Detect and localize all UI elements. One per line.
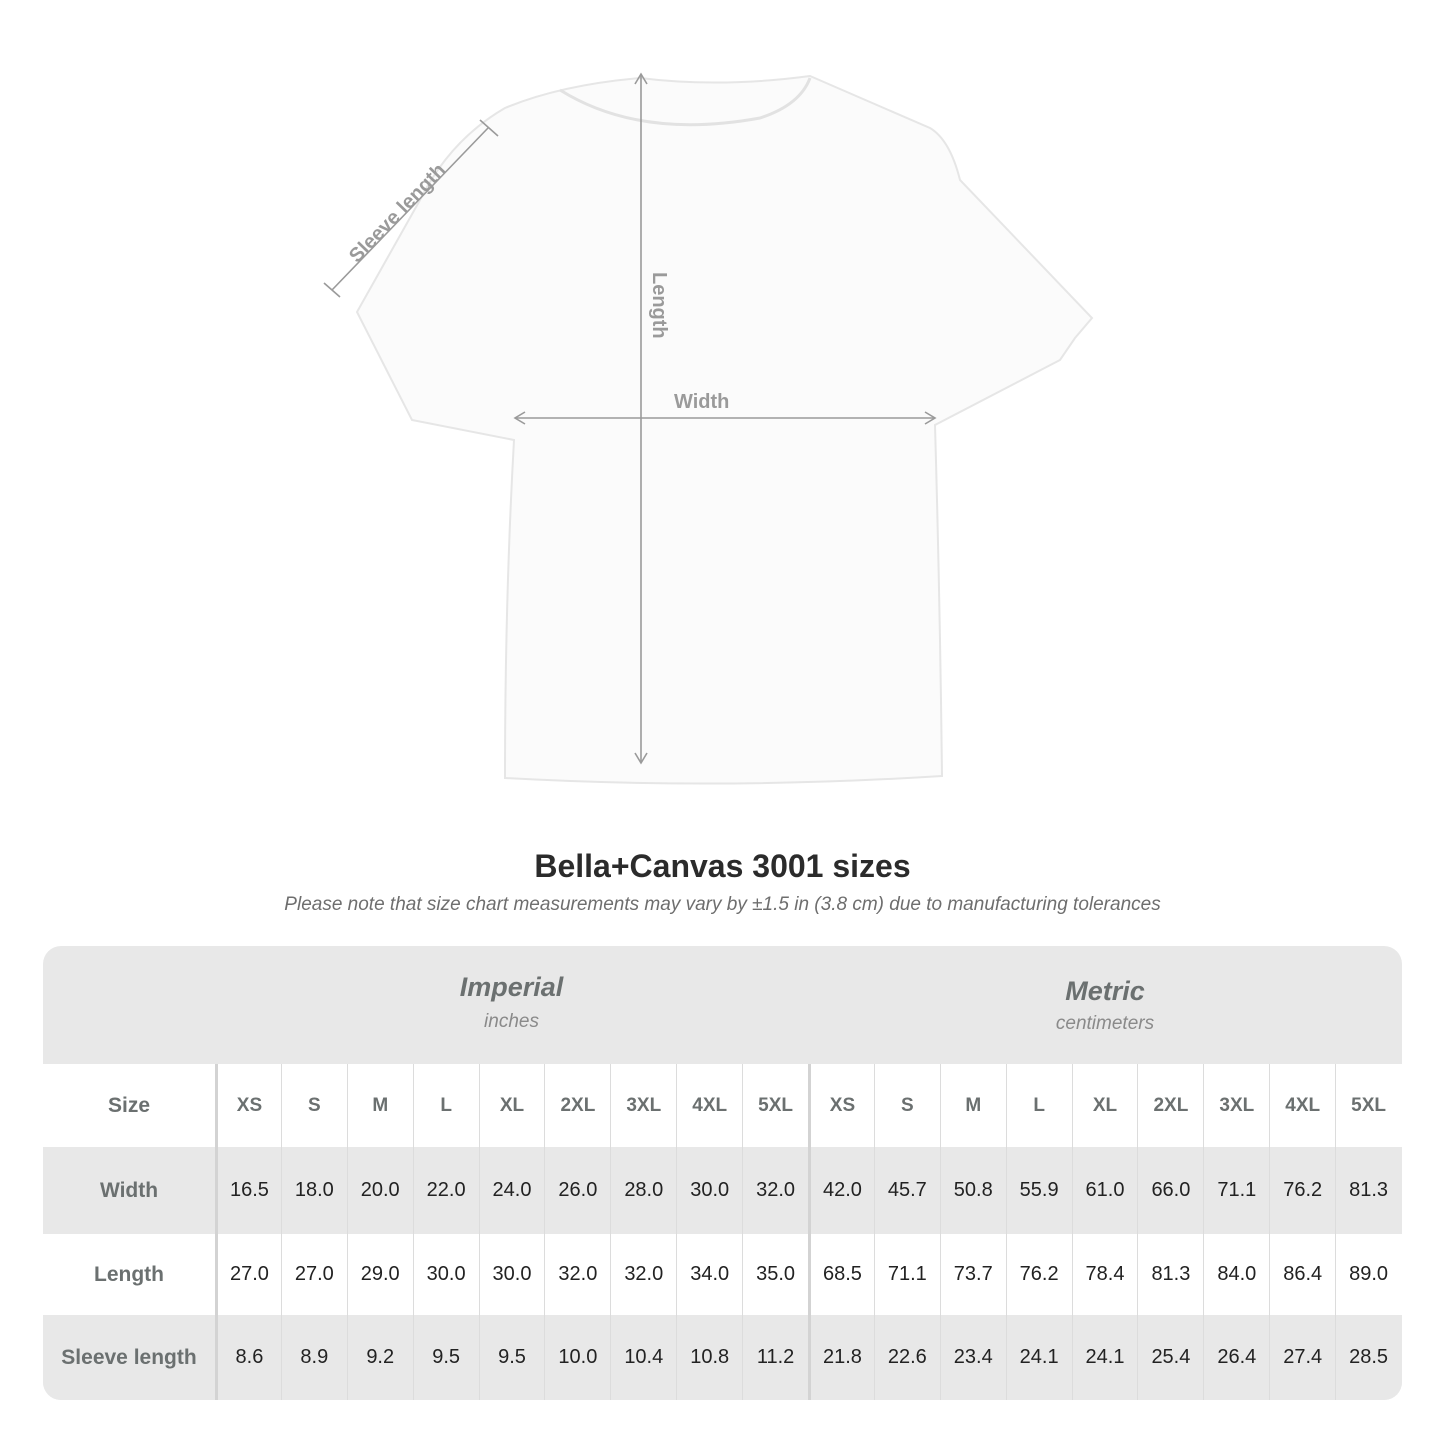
cell-imperial: 32.0 [544, 1234, 610, 1315]
cell-imperial: 30.0 [412, 1234, 479, 1315]
cell-metric: 68.5 [808, 1234, 874, 1315]
cell-metric: 71.1 [1203, 1147, 1269, 1234]
metric-title: Metric [1065, 976, 1145, 1006]
cell-imperial: 27.0 [280, 1234, 347, 1315]
size-table: Imperial inches Metric centimeters Size … [43, 946, 1402, 1400]
sleeve-line [331, 127, 489, 291]
cell-metric: 55.9 [1005, 1147, 1072, 1234]
cell-imperial: 18.0 [280, 1147, 347, 1234]
cell-imperial: 29.0 [346, 1234, 413, 1315]
cell-imperial: 8.9 [280, 1315, 347, 1400]
table-row: Sleeve length 8.6 8.9 9.2 9.5 9.5 10.0 10.4 10.8… [43, 1315, 1402, 1400]
size-header-imperial: L [412, 1064, 479, 1147]
cell-metric: 86.4 [1269, 1234, 1335, 1315]
cell-metric: 84.0 [1203, 1234, 1269, 1315]
imperial-header: Imperial inches [215, 946, 808, 1064]
cell-imperial: 35.0 [742, 1234, 808, 1315]
chart-title: Bella+Canvas 3001 sizes [534, 848, 911, 884]
length-label: Length [648, 272, 670, 339]
cell-imperial: 10.0 [544, 1315, 610, 1400]
cell-imperial: 9.5 [478, 1315, 545, 1400]
cell-imperial: 34.0 [676, 1234, 742, 1315]
cell-imperial: 27.0 [215, 1234, 281, 1315]
size-label: Size [107, 1093, 151, 1117]
cell-metric: 61.0 [1071, 1147, 1138, 1234]
cell-imperial: 30.0 [478, 1234, 545, 1315]
cell-metric: 66.0 [1137, 1147, 1203, 1234]
cell-metric: 26.4 [1203, 1315, 1269, 1400]
size-header-metric: 4XL [1269, 1064, 1335, 1147]
cell-metric: 71.1 [873, 1234, 940, 1315]
cell-metric: 22.6 [873, 1315, 940, 1400]
size-header-imperial: 4XL [676, 1064, 742, 1147]
cell-metric: 21.8 [808, 1315, 874, 1400]
size-header-metric: XS [808, 1064, 874, 1147]
chart-subtitle: Please note that size chart measurements… [284, 894, 1161, 915]
cell-imperial: 24.0 [478, 1147, 545, 1234]
metric-unit: centimeters [1055, 1013, 1155, 1034]
cell-metric: 76.2 [1005, 1234, 1072, 1315]
size-row: Size XS S M L XL 2XL 3XL 4XL 5XL XS S M L XL 2XL 3XL 4XL… [43, 1064, 1402, 1147]
cell-metric: 81.3 [1335, 1147, 1401, 1234]
cell-metric: 24.1 [1005, 1315, 1072, 1400]
measurement-lines [323, 72, 937, 765]
tshirt-diagram [323, 72, 1094, 785]
size-header-imperial: XL [478, 1064, 545, 1147]
cell-metric: 28.5 [1335, 1315, 1401, 1400]
size-header-metric: S [873, 1064, 940, 1147]
size-header-metric: 5XL [1335, 1064, 1401, 1147]
cell-imperial: 10.8 [676, 1315, 742, 1400]
cell-imperial: 9.2 [346, 1315, 413, 1400]
size-header-imperial: 2XL [544, 1064, 610, 1147]
imperial-unit: inches [484, 1011, 539, 1032]
cell-metric: 78.4 [1071, 1234, 1138, 1315]
cell-metric: 42.0 [808, 1147, 874, 1234]
cell-metric: 23.4 [939, 1315, 1006, 1400]
cell-metric: 89.0 [1335, 1234, 1401, 1315]
size-header-metric: L [1005, 1064, 1072, 1147]
width-label: Width [674, 391, 730, 413]
row-label: Length [94, 1262, 164, 1286]
tshirt-shape [355, 74, 1094, 785]
size-header-imperial: 5XL [742, 1064, 808, 1147]
cell-imperial: 16.5 [215, 1147, 281, 1234]
row-label: Sleeve length [61, 1345, 197, 1369]
imperial-title: Imperial [459, 972, 564, 1002]
row-label: Width [99, 1178, 159, 1202]
cell-metric: 27.4 [1269, 1315, 1335, 1400]
cell-imperial: 30.0 [676, 1147, 742, 1234]
cell-imperial: 11.2 [742, 1315, 808, 1400]
cell-imperial: 20.0 [346, 1147, 413, 1234]
cell-imperial: 22.0 [412, 1147, 479, 1234]
cell-metric: 24.1 [1071, 1315, 1138, 1400]
cell-metric: 73.7 [939, 1234, 1006, 1315]
cell-imperial: 32.0 [742, 1147, 808, 1234]
cell-imperial: 28.0 [610, 1147, 676, 1234]
cell-metric: 25.4 [1137, 1315, 1203, 1400]
cell-imperial: 8.6 [215, 1315, 281, 1400]
size-header-imperial: XS [215, 1064, 281, 1147]
cell-metric: 76.2 [1269, 1147, 1335, 1234]
cell-metric: 50.8 [939, 1147, 1006, 1234]
size-header-metric: 2XL [1137, 1064, 1203, 1147]
size-header-metric: XL [1071, 1064, 1138, 1147]
cell-imperial: 10.4 [610, 1315, 676, 1400]
size-header-metric: 3XL [1203, 1064, 1269, 1147]
size-header-imperial: M [346, 1064, 413, 1147]
metric-header: Metric centimeters [808, 946, 1402, 1064]
table-row: Length 27.0 27.0 29.0 30.0 30.0 32.0 32.0 34.0 35… [43, 1234, 1402, 1315]
size-header-metric: M [939, 1064, 1006, 1147]
size-header-imperial: 3XL [610, 1064, 676, 1147]
table-row: Width 16.5 18.0 20.0 22.0 24.0 26.0 28.0 30.0 32.… [43, 1147, 1402, 1234]
cell-metric: 81.3 [1137, 1234, 1203, 1315]
cell-metric: 45.7 [873, 1147, 940, 1234]
cell-imperial: 32.0 [610, 1234, 676, 1315]
size-header-imperial: S [280, 1064, 347, 1147]
cell-imperial: 9.5 [412, 1315, 479, 1400]
cell-imperial: 26.0 [544, 1147, 610, 1234]
